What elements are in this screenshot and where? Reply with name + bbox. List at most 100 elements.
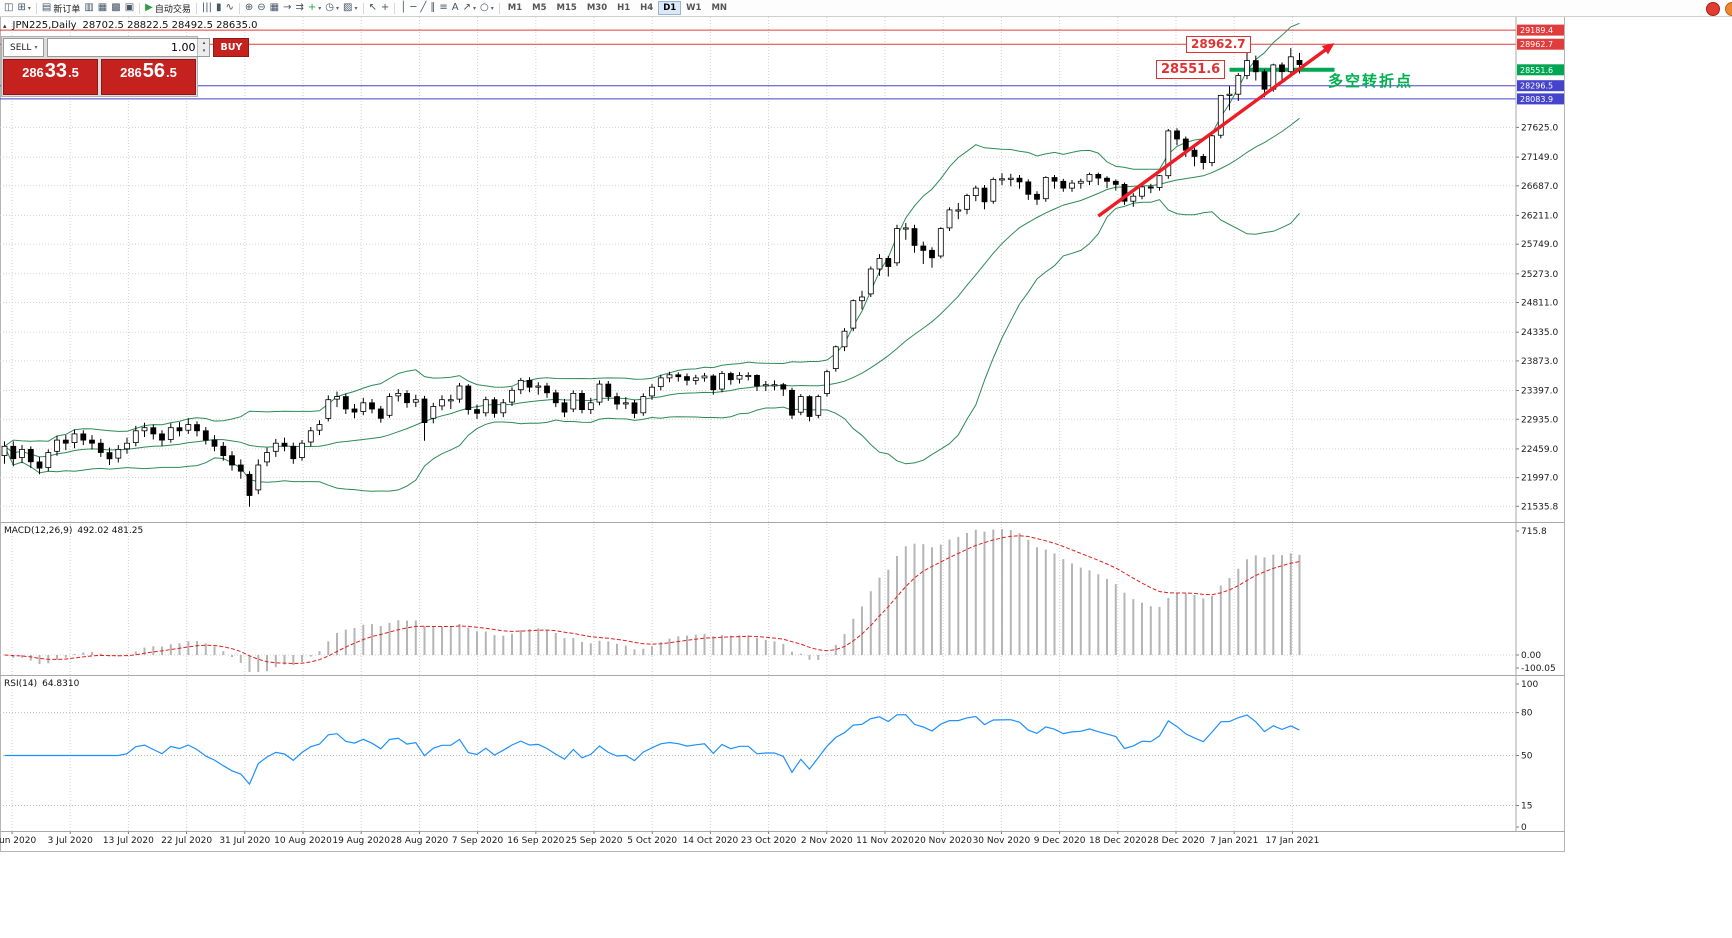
date-label: 31 Jul 2020 — [219, 836, 270, 846]
price-tag: 28962.7 — [1517, 38, 1564, 50]
timeframe-h4[interactable]: H4 — [635, 1, 658, 15]
line-chart-icon[interactable]: ∿ — [223, 1, 235, 15]
support-price-callout[interactable]: 28551.6 — [1156, 60, 1226, 79]
ohlc-readout: 28702.5 28822.5 28492.5 28635.0 — [82, 20, 258, 31]
price-tag: 28551.6 — [1517, 64, 1564, 76]
date-label: 14 Oct 2020 — [683, 836, 739, 846]
auto-scroll-icon[interactable]: → — [281, 1, 293, 15]
macd-scale-label: -100.05 — [1521, 664, 1556, 674]
sell-mode-button[interactable]: SELL ▾ — [3, 38, 45, 57]
date-label: 30 Nov 2020 — [973, 836, 1031, 846]
market-watch-icon[interactable]: ▥ — [82, 1, 95, 15]
vertical-line-icon[interactable]: │ — [398, 1, 408, 15]
price-tick-label: 21997.0 — [1521, 474, 1558, 484]
bid-big-digits: 33 — [44, 60, 68, 82]
bar-chart-icon-glyph: ||| — [201, 2, 212, 13]
vertical-line-icon-glyph: │ — [400, 2, 407, 13]
date-label: 28 Dec 2020 — [1147, 836, 1205, 846]
collapse-panel-toggle-icon[interactable]: ▴ — [3, 21, 7, 30]
timeframe-m15[interactable]: M15 — [552, 1, 582, 15]
date-label: 5 Oct 2020 — [627, 836, 677, 846]
sell-price-button[interactable]: 286 33.5 — [3, 59, 98, 95]
horizontal-line-icon[interactable]: ─ — [408, 1, 418, 15]
new-order-button[interactable]: ▤ 新订单 — [40, 1, 82, 15]
navigator-icon[interactable]: ▩ — [109, 1, 122, 15]
volume-up-button[interactable]: ▴ — [198, 39, 210, 48]
terminal-icon[interactable]: ▣ — [123, 1, 136, 15]
data-window-icon[interactable]: ▦ — [96, 1, 109, 15]
buy-price-button[interactable]: 286 56.5 — [101, 59, 196, 95]
crosshair-icon[interactable]: + — [379, 1, 391, 15]
date-label: 7 Sep 2020 — [452, 836, 504, 846]
zoom-in-icon[interactable]: ⊕ — [243, 1, 255, 15]
price-tag: 29189.4 — [1517, 24, 1564, 36]
macd-indicator-label: MACD(12,26,9) 492.02 481.25 — [4, 526, 143, 536]
resistance-price-callout[interactable]: 28962.7 — [1186, 36, 1251, 53]
volume-down-button[interactable]: ▾ — [198, 47, 210, 56]
rsi-line — [4, 714, 1300, 786]
rsi-scale-label: 15 — [1521, 802, 1532, 812]
date-label: 17 Jan 2021 — [1265, 836, 1319, 846]
candlestick-chart-icon[interactable]: ▮ — [214, 1, 224, 15]
periods-button[interactable]: ◷ ▾ — [323, 1, 341, 15]
zoom-out-icon[interactable]: ⊖ — [255, 1, 267, 15]
indicators-button[interactable]: + ▾ — [306, 1, 323, 15]
ask-big-digits: 56 — [142, 60, 166, 82]
text-tool-icon-glyph: A — [451, 2, 459, 13]
trend-arrow[interactable] — [1097, 43, 1335, 218]
volume-input[interactable] — [48, 39, 198, 56]
date-label: 11 Nov 2020 — [856, 836, 914, 846]
turning-point-note[interactable]: 多空转折点 — [1328, 72, 1414, 90]
timeframe-m1[interactable]: M1 — [503, 1, 527, 15]
trendline-icon-glyph: ╱ — [420, 2, 427, 13]
candles-layer — [1, 42, 1303, 507]
sell-mode-label: SELL — [10, 42, 32, 53]
rsi-value: 64.8310 — [42, 679, 80, 689]
templates-button[interactable]: ▨ ▾ — [341, 1, 359, 15]
shapes-tool-icon[interactable]: ○ ▾ — [478, 1, 496, 15]
update-icon[interactable] — [1725, 2, 1732, 16]
chart-window-icon-glyph: ◫ — [4, 2, 14, 13]
buy-mode-button[interactable]: BUY — [213, 38, 250, 57]
arrows-tool-icon[interactable]: ↗ ▾ — [461, 1, 478, 15]
timeframe-d1[interactable]: D1 — [658, 1, 682, 15]
chart-shift-icon-glyph: ⇉ — [295, 2, 304, 13]
timeframe-m30[interactable]: M30 — [582, 1, 612, 15]
date-label: 20 Nov 2020 — [914, 836, 972, 846]
chart-shift-icon[interactable]: ⇉ — [294, 1, 306, 15]
rsi-name: RSI(14) — [4, 679, 38, 689]
periods-button-glyph: ◷ — [325, 2, 335, 13]
timeframe-w1[interactable]: W1 — [681, 1, 706, 15]
timeframe-h1[interactable]: H1 — [612, 1, 635, 15]
chart-window-icon[interactable]: ◫ — [2, 1, 15, 15]
cursor-icon[interactable]: ↖ — [367, 1, 379, 15]
text-tool-icon[interactable]: A — [450, 1, 461, 15]
tile-windows-icon[interactable]: ▦ — [268, 1, 281, 15]
bar-chart-icon[interactable]: ||| — [200, 1, 214, 15]
channel-icon[interactable]: ∥ — [428, 1, 437, 15]
bid-suffix: .5 — [68, 65, 79, 80]
candlestick-chart-icon-glyph: ▮ — [215, 2, 222, 13]
price-tick-label: 27149.0 — [1521, 153, 1558, 163]
autotrading-button[interactable]: ▶ 自动交易 — [143, 1, 193, 15]
date-label: 2 Nov 2020 — [801, 836, 853, 846]
timeframe-mn[interactable]: MN — [706, 1, 732, 15]
shapes-tool-icon-glyph: ○ — [480, 2, 489, 13]
notification-icon[interactable] — [1706, 2, 1720, 16]
trendline-icon[interactable]: ╱ — [418, 1, 428, 15]
date-label: 3 Jul 2020 — [48, 836, 93, 846]
fibonacci-icon[interactable]: ≡ — [437, 1, 449, 15]
price-tick-label: 23873.0 — [1521, 357, 1558, 367]
chart-title: ▴ JPN225,Daily 28702.5 28822.5 28492.5 2… — [3, 20, 258, 31]
svg-text:28296.5: 28296.5 — [1520, 82, 1553, 91]
horizontal-line-icon-glyph: ─ — [410, 2, 417, 13]
new-chart-icon[interactable]: ⊞ ▾ — [15, 1, 32, 15]
date-label: 4 Jun 2020 — [0, 836, 36, 846]
data-window-icon-glyph: ▦ — [97, 2, 108, 13]
date-label: 19 Aug 2020 — [332, 836, 390, 846]
toolbar-separator — [362, 2, 364, 14]
auto-scroll-icon-glyph: → — [283, 2, 292, 13]
timeframe-m5[interactable]: M5 — [527, 1, 551, 15]
